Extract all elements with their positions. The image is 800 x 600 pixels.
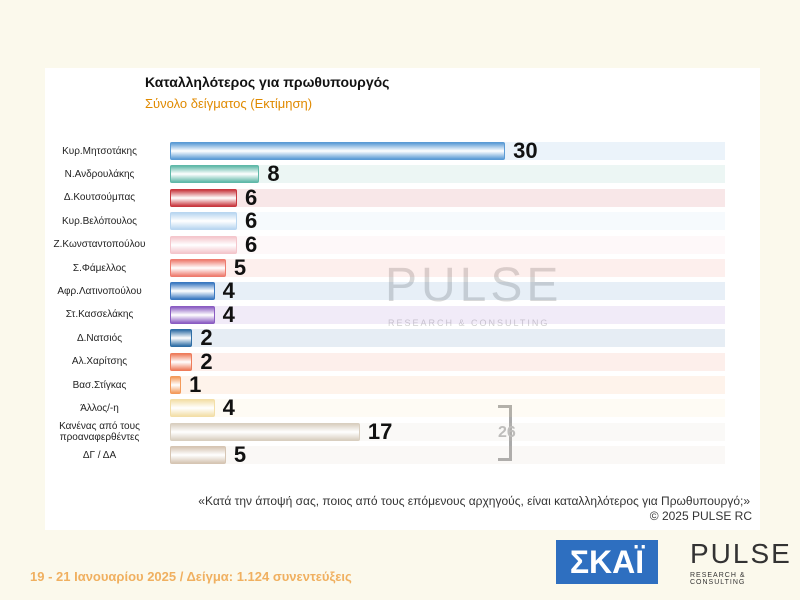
category-label: Σ.Φάμελλος bbox=[72, 262, 127, 274]
category-label: Αλ.Χαρίτσης bbox=[71, 356, 128, 368]
question: «Κατά την άποψή σας, ποιος από τους επόμ… bbox=[198, 494, 750, 508]
row-band bbox=[170, 235, 725, 254]
bar bbox=[170, 352, 193, 371]
category-label: Κυρ.Μητσοτάκης bbox=[62, 145, 137, 157]
value-label: 17 bbox=[367, 418, 393, 444]
bar bbox=[170, 282, 215, 301]
footer-dates: 19 - 21 Ιανουαρίου 2025 / Δείγμα: 1.124 … bbox=[30, 569, 352, 584]
row-band bbox=[170, 446, 725, 465]
row-band bbox=[170, 282, 725, 301]
bar bbox=[170, 188, 238, 207]
value-label: 2 bbox=[200, 348, 213, 374]
category-label: Ζ.Κωνσταντοπούλου bbox=[53, 239, 146, 251]
value-label: 8 bbox=[267, 161, 280, 187]
value-label: 6 bbox=[245, 208, 258, 234]
bar bbox=[170, 399, 215, 418]
value-label: 5 bbox=[233, 255, 247, 280]
chart-title: Καταλληλότερος για πρωθυπουργός bbox=[145, 74, 390, 90]
category-label: Κανένας από τους προαναφερθέντες bbox=[59, 420, 140, 443]
value-label: 2 bbox=[200, 325, 213, 351]
bar bbox=[170, 165, 260, 184]
value-label: 4 bbox=[222, 395, 235, 421]
watermark-sub: RESEARCH & CONSULTING bbox=[388, 318, 550, 328]
bar bbox=[170, 422, 360, 441]
category-label: Δ.Κουτσούμπας bbox=[63, 192, 136, 204]
category-label: Αφρ.Λατινοπούλου bbox=[57, 285, 142, 297]
category-label: Ν.Ανδρουλάκης bbox=[64, 168, 135, 180]
category-label: Δ.Νατσιός bbox=[76, 332, 123, 344]
bar bbox=[170, 376, 182, 394]
value-label: 4 bbox=[222, 301, 235, 327]
annotation: 26 bbox=[498, 424, 516, 441]
category-label: Άλλος/-η bbox=[80, 402, 119, 414]
value-label: 5 bbox=[233, 442, 247, 468]
logo-skai: ΣΚΑΪ bbox=[556, 540, 658, 584]
category-label: Κυρ.Βελόπουλος bbox=[61, 215, 138, 227]
value-label: 4 bbox=[222, 278, 235, 304]
row-band bbox=[170, 329, 725, 348]
row-band bbox=[170, 212, 725, 231]
bar bbox=[170, 446, 226, 465]
category-label: Στ.Κασσελάκης bbox=[65, 309, 134, 321]
row-band bbox=[170, 305, 725, 324]
row-band bbox=[170, 352, 725, 371]
bar bbox=[170, 212, 238, 231]
category-label: Βασ.Στίγκας bbox=[72, 379, 127, 391]
row-band bbox=[170, 259, 725, 277]
row-band bbox=[170, 165, 725, 184]
row-band bbox=[170, 188, 725, 207]
bar bbox=[170, 329, 193, 348]
value-label: 1 bbox=[189, 372, 202, 397]
logo-pulse: PULSE bbox=[690, 538, 792, 569]
chart-subtitle: Σύνολο δείγματος (Εκτίμηση) bbox=[145, 96, 313, 111]
logo-pulse-sub: RESEARCH & CONSULTING bbox=[690, 572, 746, 586]
value-label: 30 bbox=[513, 138, 538, 163]
bar bbox=[170, 259, 226, 277]
category-label: ΔΓ / ΔΑ bbox=[82, 449, 117, 461]
row-band bbox=[170, 399, 725, 418]
watermark: PULSE bbox=[385, 259, 563, 312]
copyright: © 2025 PULSE RC bbox=[649, 509, 752, 523]
row-band bbox=[170, 376, 725, 394]
value-label: 6 bbox=[245, 231, 258, 257]
bracket bbox=[498, 405, 512, 461]
bar bbox=[170, 235, 238, 254]
bar bbox=[170, 305, 215, 324]
bar bbox=[170, 142, 506, 160]
value-label: 6 bbox=[245, 184, 258, 210]
